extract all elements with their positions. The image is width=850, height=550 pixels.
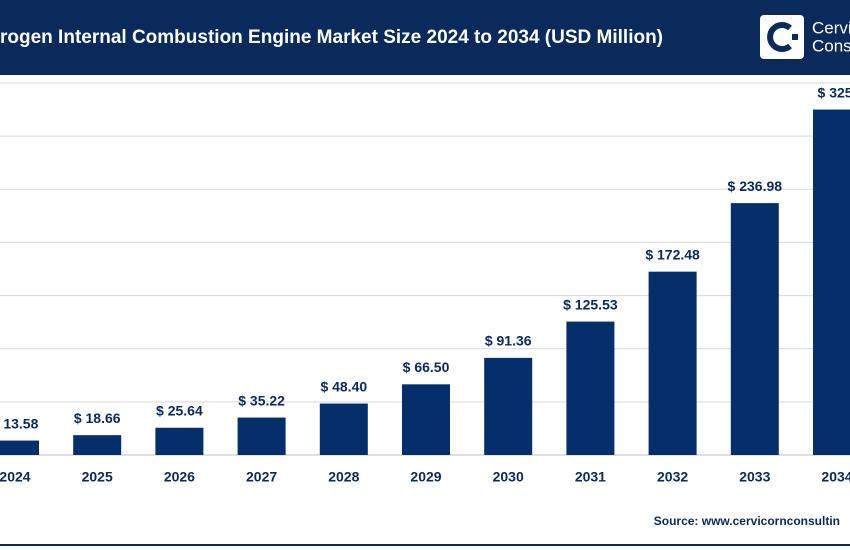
value-label: $ 325. [818,84,850,100]
x-tick-label: 2034 [821,469,850,485]
x-tick-label: 2030 [493,469,524,485]
header-band [0,0,850,75]
value-label: $ 66.50 [403,359,450,375]
x-tick-label: 2029 [410,469,441,485]
value-label: $ 13.58 [0,415,39,431]
x-tick-label: 2025 [82,469,113,485]
x-tick-label: 2027 [246,469,277,485]
x-tick-label: 2033 [739,469,770,485]
source-note: Source: www.cervicornconsultin [654,514,840,528]
bar [73,435,122,455]
value-label: $ 91.36 [485,333,532,349]
logo-text: Cervic [812,18,850,37]
value-label: $ 25.64 [156,402,203,418]
bar [813,109,850,456]
chart-title: rogen Internal Combustion Engine Market … [0,27,663,48]
value-label: $ 125.53 [563,296,618,312]
x-tick-label: 2028 [328,469,359,485]
logo-mark [767,22,792,52]
bar [237,417,286,455]
value-label: $ 48.40 [320,378,367,394]
bar [155,427,204,455]
bar [648,271,697,455]
bar [402,384,450,455]
value-label: $ 35.22 [238,392,285,408]
bar [484,357,533,455]
logo-icon [760,15,804,59]
value-label: $ 18.66 [74,410,121,426]
logo-text: Consu [812,36,850,55]
value-label: $ 236.98 [728,178,783,194]
bar [319,403,368,455]
bar [566,321,615,455]
value-label: $ 172.48 [645,246,700,262]
bar [0,440,39,455]
x-tick-label: 2032 [657,469,688,485]
bar [730,203,779,455]
x-tick-label: 2026 [164,469,195,485]
x-tick-label: 2024 [0,469,31,485]
logo-dot [792,34,798,40]
x-tick-label: 2031 [575,469,606,485]
